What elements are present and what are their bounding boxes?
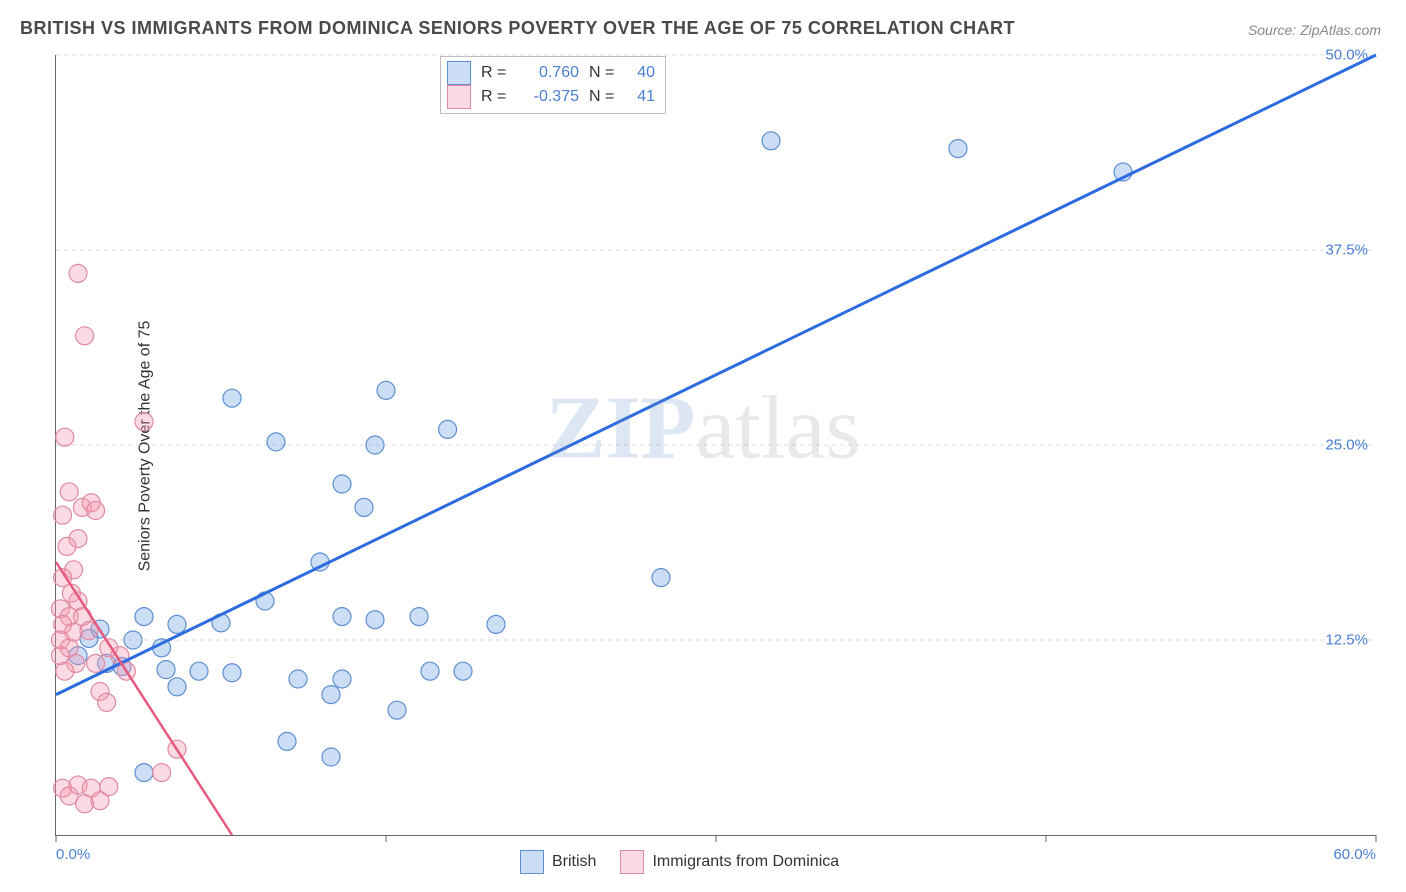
legend-item-dominica: Immigrants from Dominica	[620, 850, 839, 874]
y-tick-label: 50.0%	[1325, 47, 1368, 64]
swatch-icon	[520, 850, 544, 874]
x-tick-label: 60.0%	[1333, 846, 1376, 863]
correlation-legend: R = 0.760 N = 40 R = -0.375 N = 41	[440, 56, 666, 114]
legend-row-british: R = 0.760 N = 40	[447, 61, 655, 85]
n-label: N =	[589, 61, 615, 85]
r-label: R =	[481, 85, 507, 109]
n-value-british: 40	[625, 61, 655, 85]
swatch-icon	[447, 61, 471, 85]
n-label: N =	[589, 85, 615, 109]
n-value-dominica: 41	[625, 85, 655, 109]
series-legend: British Immigrants from Dominica	[520, 850, 839, 874]
chart-svg	[56, 55, 1376, 835]
r-value-british: 0.760	[517, 61, 579, 85]
swatch-icon	[620, 850, 644, 874]
r-label: R =	[481, 61, 507, 85]
y-tick-label: 37.5%	[1325, 242, 1368, 259]
legend-item-british: British	[520, 850, 596, 874]
legend-label: British	[552, 853, 596, 871]
y-tick-label: 25.0%	[1325, 437, 1368, 454]
swatch-icon	[447, 85, 471, 109]
legend-label: Immigrants from Dominica	[652, 853, 839, 871]
page-title: BRITISH VS IMMIGRANTS FROM DOMINICA SENI…	[20, 18, 1015, 39]
x-tick-label: 0.0%	[56, 846, 90, 863]
y-tick-label: 12.5%	[1325, 632, 1368, 649]
legend-row-dominica: R = -0.375 N = 41	[447, 85, 655, 109]
source-label: Source: ZipAtlas.com	[1248, 22, 1381, 38]
chart-plot-area: 12.5%25.0%37.5%50.0% 0.0%60.0%	[55, 55, 1376, 836]
r-value-dominica: -0.375	[517, 85, 579, 109]
